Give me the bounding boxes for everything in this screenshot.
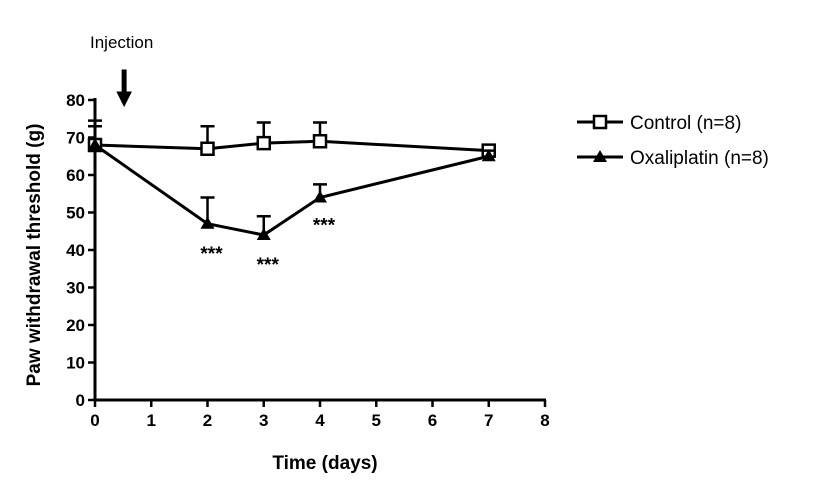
data-point	[88, 138, 102, 150]
y-tick-label: 0	[76, 391, 85, 410]
y-tick-label: 80	[66, 91, 85, 110]
data-point	[200, 141, 215, 156]
legend-item-oxaliplatin: Oxaliplatin (n=8)	[577, 148, 769, 169]
significance-marker: ***	[313, 216, 336, 237]
y-tick-label: 50	[66, 204, 85, 223]
series-control	[87, 119, 496, 158]
x-tick-label: 6	[428, 411, 437, 430]
y-tick-label: 20	[66, 316, 85, 335]
data-point	[312, 134, 328, 149]
x-tick-label: 3	[259, 411, 268, 430]
significance-marker: ***	[257, 255, 280, 276]
x-tick-label: 4	[315, 411, 325, 430]
series-line	[94, 139, 489, 153]
series-oxaliplatin	[88, 125, 496, 240]
data-point	[313, 190, 327, 203]
filled-triangle-marker-icon	[593, 150, 607, 162]
open-square-marker-icon	[592, 114, 608, 130]
y-tick-label: 70	[66, 129, 85, 148]
legend-item-control: Control (n=8)	[577, 113, 741, 134]
x-tick-label: 7	[484, 411, 493, 430]
legend-label-oxaliplatin: Oxaliplatin (n=8)	[630, 148, 769, 169]
injection-annotation: Injection	[90, 33, 153, 52]
data-point	[256, 228, 271, 240]
y-tick-label: 10	[66, 354, 85, 373]
significance-marker: ***	[200, 244, 223, 265]
x-tick-label: 1	[147, 411, 156, 430]
series-line	[94, 143, 490, 237]
y-tick-label: 30	[66, 279, 85, 298]
data-point	[200, 216, 215, 229]
x-axis-label: Time (days)	[272, 453, 377, 474]
legend: Control (n=8) Oxaliplatin (n=8)	[577, 113, 769, 169]
y-axis-label: Paw withdrawal threshold (g)	[24, 124, 45, 387]
injection-arrow-icon	[116, 69, 132, 108]
axes: 0 10 20 30 40 50 60 70 80 0 1 2 3 4 5 6 7 8	[66, 91, 550, 430]
x-tick-label: 0	[90, 411, 99, 430]
y-tick-label: 40	[66, 241, 85, 260]
legend-label-control: Control (n=8)	[630, 113, 741, 134]
series-layer: *** *** ***	[87, 119, 496, 276]
data-point	[481, 149, 496, 162]
annotation-layer: Injection	[90, 33, 153, 108]
data-point	[256, 135, 271, 151]
x-tick-label: 2	[203, 411, 212, 430]
x-tick-label: 5	[372, 411, 381, 430]
x-tick-label: 8	[540, 411, 549, 430]
y-tick-label: 60	[66, 166, 85, 185]
